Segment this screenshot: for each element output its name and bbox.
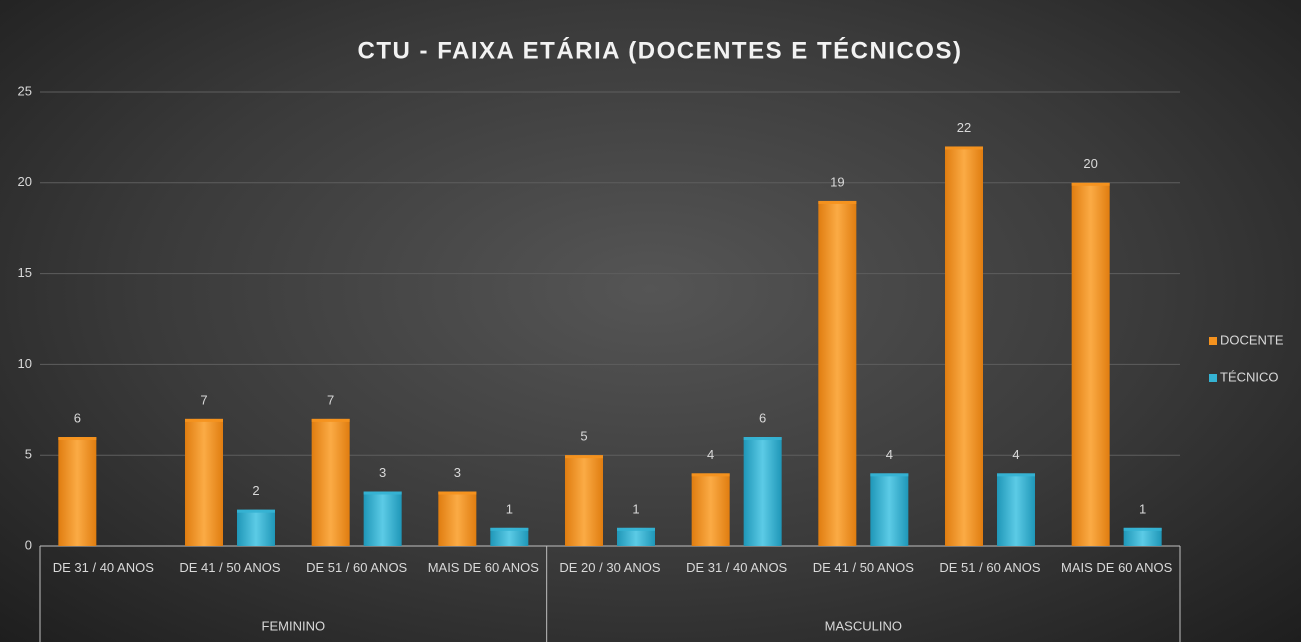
data-label: 5 <box>580 429 587 444</box>
bar <box>1123 527 1162 546</box>
x-tick-label: DE 41 / 50 ANOS <box>179 560 281 575</box>
bar-top <box>58 437 97 441</box>
x-tick-label: DE 20 / 30 ANOS <box>559 560 661 575</box>
bar <box>438 491 477 546</box>
y-tick-label: 25 <box>18 83 32 98</box>
bar-top <box>945 146 983 150</box>
data-label: 2 <box>252 483 259 498</box>
data-label: 6 <box>74 410 81 425</box>
bar <box>363 491 402 546</box>
data-label: 6 <box>759 410 766 425</box>
data-label: 22 <box>957 120 971 135</box>
data-label: 3 <box>379 465 386 480</box>
bar <box>818 200 857 546</box>
x-tick-label: DE 51 / 60 ANOS <box>939 560 1041 575</box>
x-tick-label: MAIS DE 60 ANOS <box>427 560 539 575</box>
x-tick-label: DE 31 / 40 ANOS <box>686 560 788 575</box>
x-tick-label: MAIS DE 60 ANOS <box>1061 560 1173 575</box>
data-label: 3 <box>454 465 461 480</box>
bar-top <box>617 527 655 531</box>
y-tick-label: 15 <box>18 265 32 280</box>
bar <box>237 509 275 546</box>
bar-top <box>438 491 477 495</box>
bar-top <box>1123 527 1162 531</box>
data-label: 4 <box>886 447 893 462</box>
x-tick-label: DE 31 / 40 ANOS <box>52 560 154 575</box>
bar-top <box>818 200 857 204</box>
y-tick-label: 0 <box>25 537 32 552</box>
data-label: 7 <box>200 392 207 407</box>
bar-top <box>1071 182 1110 186</box>
bar-top <box>691 473 730 477</box>
group-label: MASCULINO <box>825 618 902 633</box>
bar <box>617 527 655 546</box>
bar <box>691 473 730 546</box>
bar-top <box>237 509 275 513</box>
group-label: FEMININO <box>262 618 326 633</box>
x-tick-label: DE 41 / 50 ANOS <box>812 560 914 575</box>
bar-top <box>363 491 402 495</box>
legend-swatch <box>1209 374 1217 382</box>
bar <box>743 437 782 546</box>
y-tick-label: 10 <box>18 356 32 371</box>
data-label: 19 <box>830 174 844 189</box>
data-label: 7 <box>327 392 334 407</box>
bar <box>1071 182 1110 547</box>
bar-top <box>565 455 603 459</box>
bar-top <box>997 473 1035 477</box>
bar-top <box>185 418 223 422</box>
data-label: 1 <box>632 501 639 516</box>
legend-swatch <box>1209 337 1217 345</box>
legend-label: TÉCNICO <box>1220 369 1279 384</box>
data-label: 4 <box>707 447 714 462</box>
bar <box>565 455 603 546</box>
data-label: 4 <box>1012 447 1019 462</box>
chart-title: CTU - FAIXA ETÁRIA (DOCENTES E TÉCNICOS) <box>358 36 963 64</box>
bar-top <box>311 418 350 422</box>
legend-label: DOCENTE <box>1220 332 1284 347</box>
bar-top <box>490 527 529 531</box>
data-label: 20 <box>1083 156 1097 171</box>
data-label: 1 <box>506 501 513 516</box>
bar-top <box>870 473 909 477</box>
y-tick-label: 5 <box>25 447 32 462</box>
y-tick-label: 20 <box>18 174 32 189</box>
bar-top <box>743 437 782 441</box>
bar <box>185 418 223 546</box>
data-label: 1 <box>1139 501 1146 516</box>
x-tick-label: DE 51 / 60 ANOS <box>306 560 408 575</box>
bar <box>58 437 97 546</box>
bar <box>997 473 1035 546</box>
bar <box>945 146 983 547</box>
bar <box>311 418 350 546</box>
bar <box>870 473 909 546</box>
bar <box>490 527 529 546</box>
